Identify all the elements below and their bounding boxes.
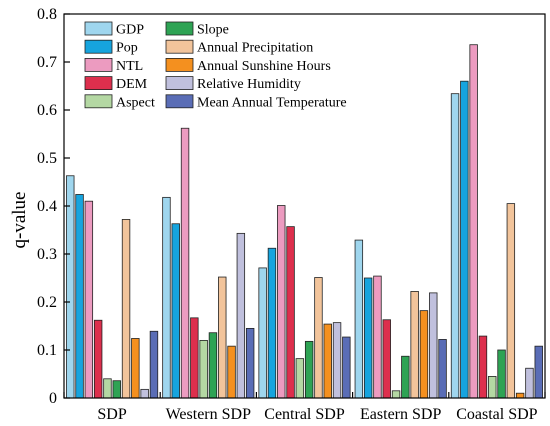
bar-1-4 bbox=[199, 339, 208, 399]
bar-0-2 bbox=[84, 200, 94, 399]
bar-3-0 bbox=[354, 239, 364, 399]
bar-0-4 bbox=[103, 378, 112, 399]
bar-4-0 bbox=[450, 93, 460, 399]
bar-1-3 bbox=[190, 317, 199, 399]
bar-2-6 bbox=[314, 277, 323, 399]
y-tick-label: 0.3 bbox=[37, 246, 57, 263]
legend-swatch bbox=[84, 21, 113, 36]
legend-swatch bbox=[165, 94, 194, 109]
bar-1-0 bbox=[162, 196, 171, 399]
bar-0-0 bbox=[66, 175, 75, 399]
x-tick-label: Eastern SDP bbox=[360, 406, 441, 423]
legend-label: Annual Sunshine Hours bbox=[197, 59, 331, 74]
legend-swatch bbox=[84, 76, 113, 90]
bar-1-8 bbox=[236, 232, 246, 399]
bar-3-4 bbox=[391, 390, 401, 399]
y-tick-label: 0.2 bbox=[37, 294, 57, 311]
bar-4-4 bbox=[488, 375, 497, 399]
bar-3-7 bbox=[419, 310, 429, 399]
bar-2-0 bbox=[258, 267, 267, 399]
bar-2-5 bbox=[304, 340, 314, 399]
bar-3-1 bbox=[363, 277, 373, 399]
bar-4-5 bbox=[497, 349, 506, 399]
bar-1-6 bbox=[218, 276, 227, 399]
x-tick-label: Coastal SDP bbox=[456, 406, 537, 423]
y-tick-label: 0 bbox=[49, 390, 57, 407]
bar-0-6 bbox=[121, 219, 131, 399]
bar-2-3 bbox=[286, 226, 295, 399]
bar-3-9 bbox=[438, 339, 447, 399]
bar-0-1 bbox=[75, 194, 84, 399]
bar-4-2 bbox=[469, 44, 478, 399]
bar-2-8 bbox=[332, 322, 342, 399]
bar-0-3 bbox=[93, 319, 103, 399]
x-tick-label: Central SDP bbox=[264, 406, 345, 423]
bar-4-9 bbox=[534, 345, 543, 399]
legend-swatch bbox=[84, 94, 113, 109]
bar-4-7 bbox=[515, 392, 525, 399]
bar-1-5 bbox=[208, 332, 218, 399]
bar-2-2 bbox=[277, 205, 286, 399]
bar-3-2 bbox=[373, 275, 382, 399]
bar-0-8 bbox=[140, 388, 149, 399]
legend-swatch bbox=[165, 76, 194, 90]
bar-0-9 bbox=[149, 330, 159, 399]
x-tick-label: Western SDP bbox=[166, 406, 251, 423]
legend: GDP Pop NTL DEM Aspect Slope Annual Precipitat… bbox=[84, 21, 347, 110]
x-tick-label: SDP bbox=[97, 406, 126, 423]
bar-2-4 bbox=[295, 358, 305, 399]
bar-3-3 bbox=[382, 319, 391, 399]
y-tick-label: 0.7 bbox=[37, 54, 57, 71]
y-tick-label: 0.4 bbox=[37, 198, 57, 215]
bar-1-2 bbox=[180, 127, 190, 399]
bar-2-7 bbox=[323, 323, 332, 399]
bar-2-1 bbox=[267, 247, 277, 399]
bar-0-5 bbox=[112, 380, 121, 399]
y-tick-label: 0.1 bbox=[37, 342, 57, 359]
legend-label: Mean Annual Temperature bbox=[197, 95, 347, 110]
bar-2-9 bbox=[342, 336, 351, 399]
legend-label: NTL bbox=[116, 59, 143, 74]
legend-label: Pop bbox=[116, 41, 138, 56]
bars-layer bbox=[66, 44, 543, 399]
legend-swatch bbox=[165, 39, 194, 54]
bar-4-3 bbox=[478, 335, 488, 399]
bar-0-7 bbox=[131, 338, 140, 399]
legend-label: GDP bbox=[116, 23, 144, 38]
legend-label: DEM bbox=[116, 77, 148, 92]
legend-swatch bbox=[165, 58, 194, 72]
legend-label: Annual Precipitation bbox=[197, 41, 313, 56]
legend-swatch bbox=[84, 39, 113, 54]
legend-swatch bbox=[165, 21, 194, 36]
bar-3-6 bbox=[410, 291, 419, 399]
legend-label: Relative Humidity bbox=[197, 77, 301, 92]
bar-3-8 bbox=[429, 292, 438, 399]
bar-4-1 bbox=[460, 80, 469, 399]
legend-label: Slope bbox=[197, 23, 229, 38]
bar-1-1 bbox=[171, 223, 180, 399]
bar-1-7 bbox=[227, 345, 236, 399]
bar-3-5 bbox=[401, 355, 410, 399]
bar-1-9 bbox=[245, 327, 255, 399]
y-tick-label: 0.5 bbox=[37, 150, 57, 167]
y-tick-label: 0.6 bbox=[37, 102, 57, 119]
bar-4-6 bbox=[506, 203, 516, 399]
legend-swatch bbox=[84, 58, 113, 72]
bar-4-8 bbox=[525, 367, 534, 399]
legend-label: Aspect bbox=[116, 95, 155, 110]
y-tick-label: 0.8 bbox=[37, 6, 57, 23]
y-axis-title: q-value bbox=[9, 192, 30, 249]
axes-layer: SDP Western SDP Central SDP Eastern SDP Coas… bbox=[37, 6, 546, 423]
